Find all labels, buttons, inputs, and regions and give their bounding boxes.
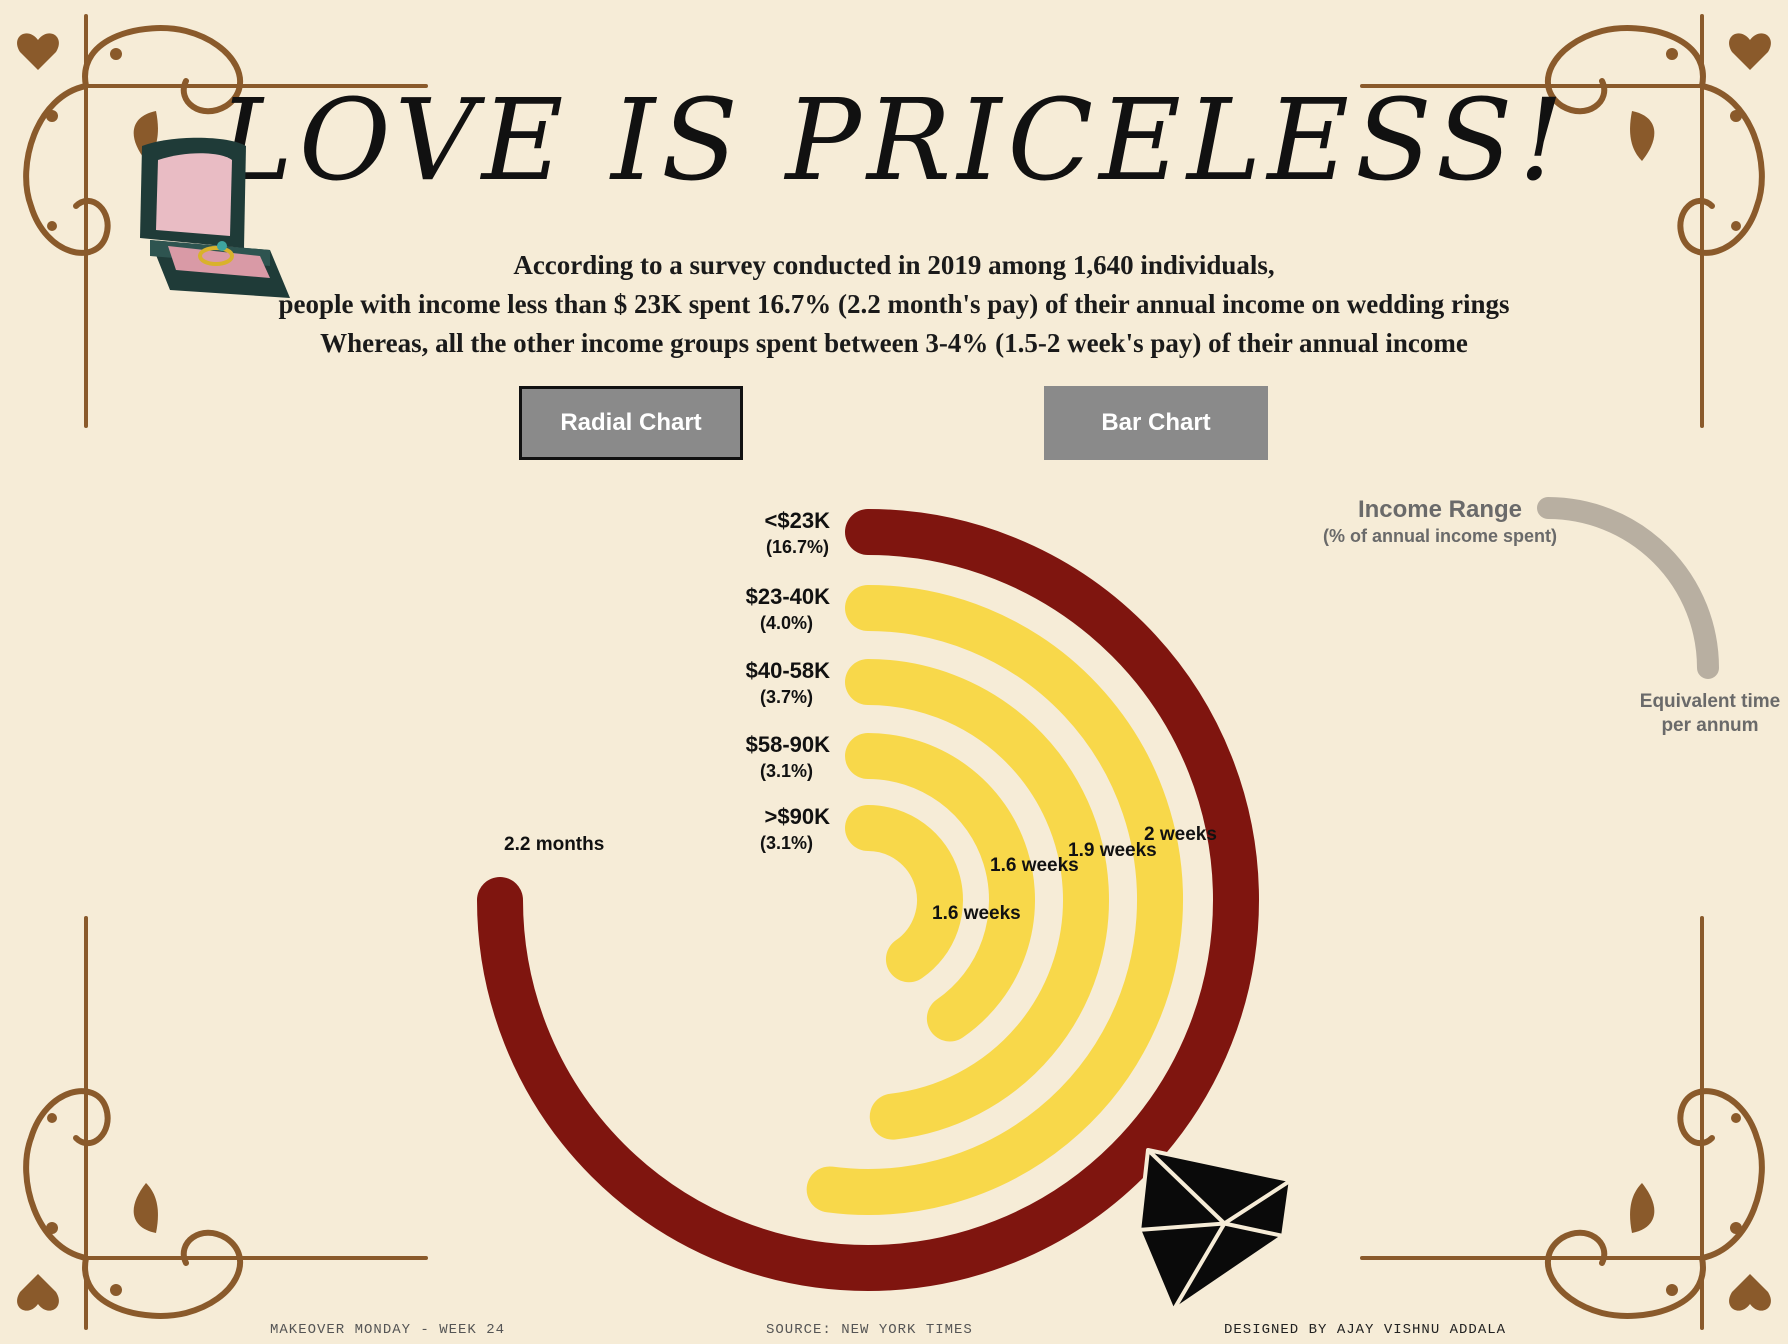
heart-icon [1729, 33, 1771, 70]
category-label-3: $58-90K [746, 732, 831, 757]
corner-ornament-icon [17, 916, 428, 1330]
flower-dot-icon [110, 1284, 122, 1296]
footer-source: SOURCE: NEW YORK TIMES [766, 1322, 973, 1338]
flower-dot-icon [1730, 110, 1742, 122]
subtitle-line-2: people with income less than $ 23K spent… [278, 289, 1510, 319]
legend-title: Income Range [1358, 496, 1522, 523]
bar-chart-button[interactable]: Bar Chart [1044, 386, 1268, 460]
subtitle-line-1: According to a survey conducted in 2019 … [513, 250, 1275, 280]
ring-icon [198, 246, 234, 266]
heart-icon [17, 33, 59, 70]
percent-label-2: (3.7%) [760, 687, 813, 707]
corner-ornament-icon [1360, 916, 1771, 1330]
radial-arc-2 [845, 659, 1109, 1140]
flower-dot-icon [1731, 221, 1741, 231]
legend-subtitle: (% of annual income spent) [1323, 526, 1557, 546]
radial-arc-4 [845, 805, 963, 983]
time-label-2: 1.9 weeks [1068, 840, 1157, 861]
category-label-4: >$90K [765, 804, 831, 829]
category-label-2: $40-58K [746, 658, 831, 683]
flower-dot-icon [1666, 48, 1678, 60]
percent-label-0: (16.7%) [766, 537, 829, 557]
footer-week: MAKEOVER MONDAY - WEEK 24 [270, 1322, 506, 1338]
ornament-top-scroll [82, 1229, 244, 1319]
time-label-1: 2 weeks [1144, 824, 1217, 845]
ornament-side-scroll [1677, 1088, 1765, 1261]
leaf-icon [1630, 1183, 1655, 1233]
legend-end-label-2: per annum [1661, 715, 1758, 736]
ornament-top-scroll [1544, 25, 1706, 115]
footer-designer: DESIGNED BY AJAY VISHNU ADDALA [1224, 1322, 1507, 1338]
ornament-top-scroll [82, 25, 244, 115]
leaf-icon [1630, 111, 1655, 161]
page-subtitle: According to a survey conducted in 2019 … [0, 246, 1788, 363]
radial-chart-button[interactable]: Radial Chart [519, 386, 743, 460]
heart-icon [1729, 1274, 1771, 1311]
legend-arc [1537, 497, 1719, 679]
time-label-4: 1.6 weeks [932, 903, 1021, 924]
leaf-icon [133, 1183, 158, 1233]
legend-key: Income Range (% of annual income spent) Eq… [1323, 496, 1780, 736]
ring-box-lining [156, 153, 232, 236]
flower-dot-icon [1730, 1222, 1742, 1234]
flower-dot-icon [47, 1113, 57, 1123]
diamond-icon [1137, 1148, 1293, 1313]
percent-label-1: (4.0%) [760, 613, 813, 633]
corner-ornament-icon [17, 14, 428, 428]
category-label-0: <$23K [765, 508, 831, 533]
ring-gem [217, 241, 227, 251]
diamond-body [1137, 1148, 1293, 1313]
percent-label-3: (3.1%) [760, 761, 813, 781]
flower-dot-icon [1666, 1284, 1678, 1296]
flower-dot-icon [47, 221, 57, 231]
radial-arc-3 [845, 733, 1035, 1042]
radial-arc-0 [477, 509, 1259, 1291]
heart-icon [17, 1274, 59, 1311]
corner-ornament-icon [1360, 14, 1771, 428]
page-title: LOVE IS PRICELESS! [218, 76, 1570, 206]
time-label-3: 1.6 weeks [990, 855, 1079, 876]
ornament-side-scroll [23, 83, 111, 256]
flower-dot-icon [1731, 1113, 1741, 1123]
subtitle-line-3: Whereas, all the other income groups spe… [320, 328, 1468, 358]
ring-box-icon [140, 137, 290, 298]
flower-dot-icon [46, 110, 58, 122]
legend-end-label: Equivalent time [1640, 691, 1780, 712]
percent-label-4: (3.1%) [760, 833, 813, 853]
flower-dot-icon [110, 48, 122, 60]
ornament-side-scroll [1677, 83, 1765, 256]
ornament-top-scroll [1544, 1229, 1706, 1319]
category-label-1: $23-40K [746, 584, 831, 609]
radial-arc-1 [806, 585, 1183, 1215]
flower-dot-icon [46, 1222, 58, 1234]
diamond-facets [1139, 1148, 1292, 1312]
time-label-0: 2.2 months [504, 834, 604, 855]
ornament-side-scroll [23, 1088, 111, 1261]
